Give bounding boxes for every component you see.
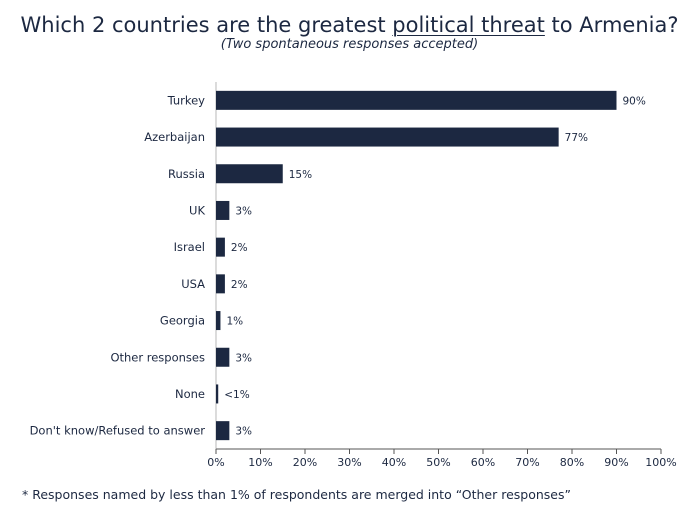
category-label: USA xyxy=(181,277,205,291)
x-tick-label: 20% xyxy=(293,456,317,469)
data-label: 3% xyxy=(235,352,252,364)
x-tick-label: 30% xyxy=(337,456,361,469)
category-label: Russia xyxy=(168,167,205,181)
bar xyxy=(216,200,230,220)
x-tick-label: 50% xyxy=(426,456,450,469)
x-tick-label: 90% xyxy=(604,456,628,469)
category-label: Turkey xyxy=(167,93,206,107)
x-tick-label: 100% xyxy=(645,456,676,469)
bar xyxy=(216,237,225,257)
x-tick-label: 70% xyxy=(515,456,539,469)
bar xyxy=(216,127,559,147)
bar xyxy=(216,347,230,367)
data-label: 77% xyxy=(565,132,588,144)
title-text-after: to Armenia? xyxy=(544,13,679,37)
footnote: * Responses named by less than 1% of res… xyxy=(22,487,571,502)
title-highlight: political threat xyxy=(392,13,545,37)
bar-chart: 0% 10% 20% 30% 40% 50% 60% 70% 80% 90% 100% Turkey 9… xyxy=(30,82,677,469)
data-label: 2% xyxy=(231,242,248,254)
category-label: Georgia xyxy=(160,314,205,328)
data-label: 3% xyxy=(235,426,252,438)
category-label: Azerbaijan xyxy=(144,130,205,144)
x-tick-label: 10% xyxy=(248,456,272,469)
data-label: 90% xyxy=(623,95,646,107)
bar xyxy=(216,164,283,184)
x-tick-label: 80% xyxy=(560,456,584,469)
bar xyxy=(216,421,230,441)
bar xyxy=(216,384,219,404)
bar xyxy=(216,90,617,110)
x-tick-label: 40% xyxy=(382,456,406,469)
category-label: Don't know/Refused to answer xyxy=(30,424,206,438)
x-tick-label: 0% xyxy=(207,456,224,469)
bar xyxy=(216,311,221,331)
data-label: 2% xyxy=(231,279,248,291)
chart-title: Which 2 countries are the greatest polit… xyxy=(0,11,699,39)
title-text-before: Which 2 countries are the greatest xyxy=(20,13,393,37)
data-label: <1% xyxy=(224,389,249,401)
category-label: None xyxy=(175,387,205,401)
chart-subtitle: (Two spontaneous responses accepted) xyxy=(220,37,479,52)
category-label: Israel xyxy=(174,240,205,254)
data-label: 3% xyxy=(235,205,252,217)
data-label: 15% xyxy=(289,169,312,181)
bar xyxy=(216,274,225,294)
data-label: 1% xyxy=(226,316,243,328)
x-tick-label: 60% xyxy=(471,456,495,469)
category-label: Other responses xyxy=(110,350,205,364)
category-label: UK xyxy=(189,203,205,217)
